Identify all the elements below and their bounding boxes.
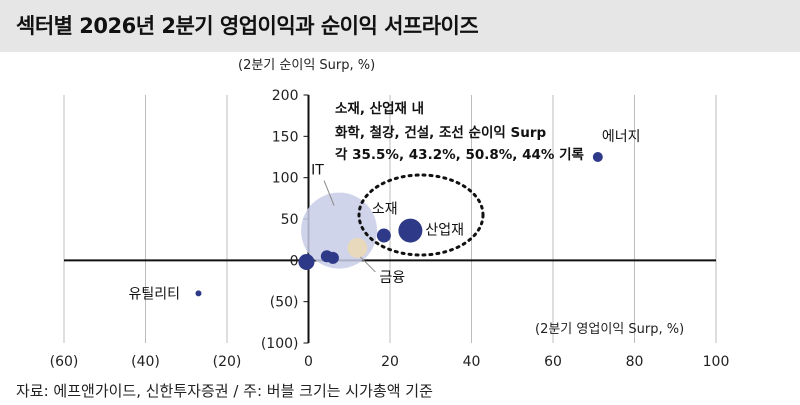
y-tick-label: 150 — [272, 129, 299, 145]
x-tick-label: 40 — [463, 354, 481, 370]
y-tick-label: (100) — [261, 336, 299, 352]
y-tick-label: (50) — [270, 295, 299, 311]
y-axis-title: (2분기 순이익 Surp, %) — [238, 58, 375, 73]
x-tick-label: (40) — [131, 354, 160, 370]
x-tick-label: 0 — [304, 354, 313, 370]
point-label-금융: 금융 — [379, 270, 405, 286]
point-label-유틸리티: 유틸리티 — [128, 286, 180, 302]
x-tick-label: 20 — [381, 354, 399, 370]
bubbles — [195, 152, 603, 297]
x-tick-label: 100 — [703, 354, 730, 370]
highlight-ellipse — [357, 173, 485, 257]
annotation-line-2: 화학, 철강, 건설, 조선 순이익 Surp — [335, 124, 546, 141]
bubble-소재 — [376, 228, 391, 243]
title-bar: 섹터별 2026년 2분기 영업이익과 순이익 서프라이즈 — [0, 0, 800, 52]
x-tick-label: (20) — [213, 354, 242, 370]
y-tick-label: 200 — [272, 88, 299, 104]
tick-labels: (60) (40) (20) 0 20 40 60 80 100 200 150 100 50 0 (50)… — [50, 88, 730, 370]
point-label-산업재: 산업재 — [425, 223, 464, 239]
point-label-소재: 소재 — [372, 202, 398, 218]
bubble-unlabeled — [326, 251, 339, 264]
annotation-line-3: 각 35.5%, 43.2%, 50.8%, 44% 기록 — [335, 146, 585, 163]
x-tick-label: 60 — [544, 354, 562, 370]
bubble-에너지 — [592, 152, 603, 162]
bubble-유틸리티 — [195, 290, 202, 297]
leader-line-finance — [360, 256, 376, 273]
y-tick-label: 50 — [281, 212, 299, 228]
x-axis-title: (2분기 영업이익 Surp, %) — [535, 322, 684, 337]
annotation-text: 소재, 산업재 내 화학, 철강, 건설, 조선 순이익 Surp 각 35.5… — [335, 100, 585, 163]
leader-line-IT — [323, 180, 335, 206]
gridlines — [63, 95, 717, 343]
y-tick-label: 0 — [290, 253, 299, 269]
chart-title: 섹터별 2026년 2분기 영업이익과 순이익 서프라이즈 — [16, 14, 479, 38]
x-tick-label: 80 — [626, 354, 644, 370]
point-label-에너지: 에너지 — [602, 129, 641, 145]
y-tick-label: 100 — [272, 171, 299, 187]
point-label-IT: IT — [311, 163, 324, 179]
bubble-산업재 — [398, 218, 423, 243]
annotation-line-1: 소재, 산업재 내 — [335, 100, 424, 117]
source-note: 자료: 에프앤가이드, 신한투자증권 / 주: 버블 크기는 시가총액 기준 — [16, 382, 433, 400]
bubble-금융 — [347, 237, 368, 258]
x-tick-label: (60) — [50, 354, 79, 370]
bubble-unlabeled — [298, 253, 315, 270]
